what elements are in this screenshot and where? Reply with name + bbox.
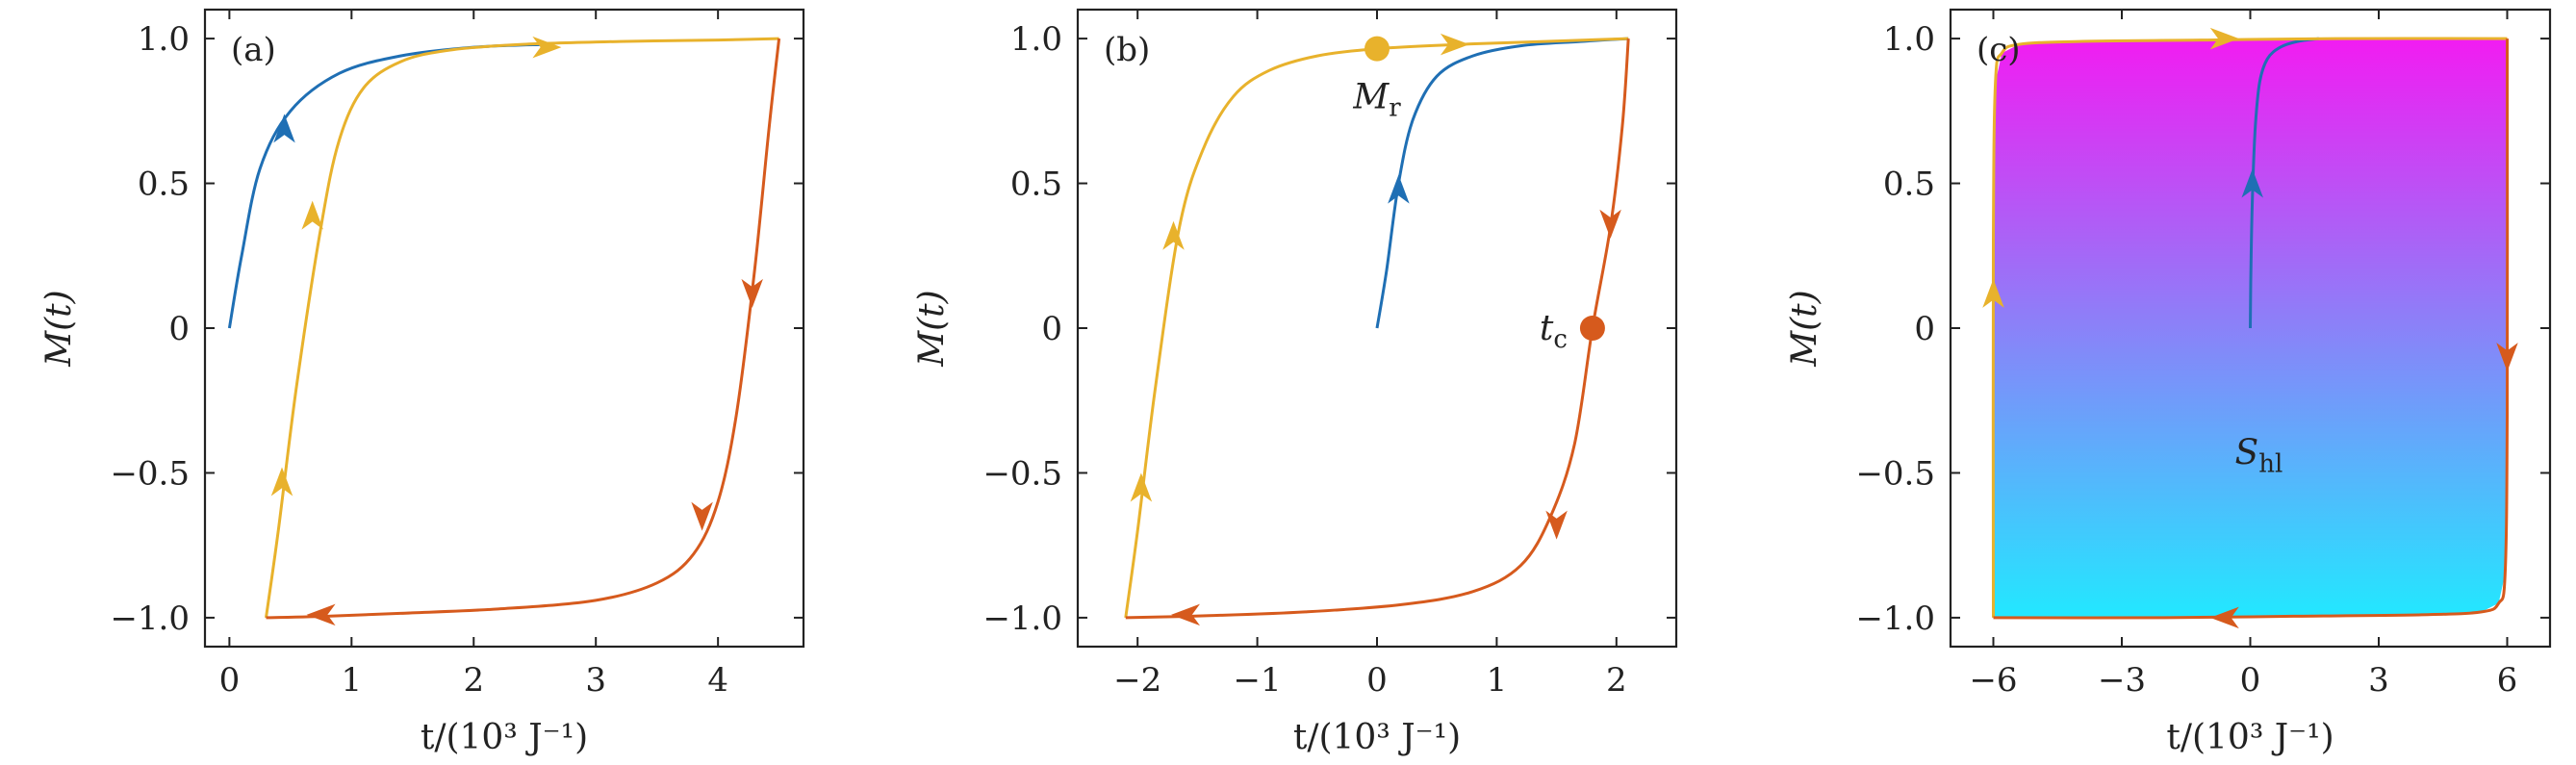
arrow-yellow (1440, 33, 1469, 56)
x-tick-label: 3 (585, 661, 606, 700)
x-tick-label: 1 (1487, 661, 1508, 700)
hysteresis-area-fill (1993, 38, 2508, 618)
curve-orange (1993, 38, 2510, 620)
y-tick-label: −0.5 (1855, 454, 1935, 493)
arrow-orange (1171, 603, 1200, 626)
arrow-yellow (1982, 278, 2004, 308)
curve-yellow (1124, 37, 1629, 619)
x-tick-label: −6 (1969, 661, 2017, 700)
x-tick-label: 6 (2497, 661, 2518, 700)
panel-2: Mr tc −2 −1 0 1 2 1.0 0.5 0 −0.5 −1.0 (b) t/(10³ J⁻¹)… (912, 8, 1678, 757)
panel-tag: (a) (231, 31, 276, 69)
arrow-yellow (301, 200, 323, 230)
marker-label-Mr: Mr (1352, 78, 1401, 123)
curve-blue (2249, 37, 2319, 329)
y-tick-label: −0.5 (110, 454, 190, 493)
x-tick-label: 1 (342, 661, 363, 700)
y-tick-label: 1.0 (138, 20, 190, 59)
arrow-yellow (1130, 472, 1153, 502)
y-tick-label: −0.5 (982, 454, 1062, 493)
x-axis-label: t/(10³ J⁻¹) (1293, 718, 1461, 757)
marker-orange (1579, 316, 1605, 341)
arrow-blue (1388, 174, 1410, 204)
y-axis-label: M(t) (1785, 290, 1824, 367)
x-tick-label: 2 (1606, 661, 1627, 700)
x-tick-label: 0 (219, 661, 241, 700)
arrow-orange (691, 501, 713, 531)
y-axis-label: M(t) (912, 290, 952, 367)
panel-1: 0 1 2 3 4 1.0 0.5 0 −0.5 −1.0 (a) t/(10³ J⁻¹) M(t) (39, 8, 805, 757)
x-tick-label: 4 (707, 661, 728, 700)
arrow-orange (1599, 209, 1621, 239)
marker-yellow (1365, 36, 1390, 62)
arrow-blue (2241, 168, 2263, 198)
x-tick-label: 3 (2368, 661, 2389, 700)
arrow-yellow (2209, 27, 2239, 50)
x-axis-label: t/(10³ J⁻¹) (2166, 718, 2334, 757)
x-axis-label: t/(10³ J⁻¹) (421, 718, 588, 757)
curve-orange (266, 38, 781, 620)
panel-3: Shl−6 −3 0 3 61.00.50−0.5−1.0(c)t/(10³ J⁻¹)M… (1785, 8, 2552, 757)
y-tick-label: 1.0 (1883, 20, 1935, 59)
arrow-orange (741, 278, 763, 308)
arrow-yellow (270, 467, 293, 497)
y-tick-label: 0 (168, 310, 190, 348)
arrow-orange (2209, 606, 2239, 629)
y-tick-label: 0.5 (138, 166, 190, 204)
y-tick-label: −1.0 (982, 599, 1062, 638)
x-tick-label: 0 (2240, 661, 2261, 700)
y-tick-label: 0 (1041, 310, 1062, 348)
marker-label-tc: tc (1540, 309, 1568, 354)
y-tick-label: 0.5 (1010, 166, 1062, 204)
y-tick-label: −1.0 (1855, 599, 1935, 638)
x-tick-label: −2 (1113, 661, 1161, 700)
arrow-yellow (532, 36, 562, 59)
x-tick-label: 2 (463, 661, 484, 700)
arrow-orange (1545, 510, 1568, 540)
curve-orange (1125, 38, 1630, 620)
x-tick-label: −3 (2098, 661, 2146, 700)
curve-yellow (265, 37, 779, 619)
y-axis-label: M(t) (39, 290, 79, 367)
x-tick-label: 0 (1366, 661, 1388, 700)
arrow-orange (306, 603, 336, 626)
arrow-blue (273, 114, 295, 143)
y-tick-label: 1.0 (1010, 20, 1062, 59)
y-tick-label: −1.0 (110, 599, 190, 638)
y-tick-label: 0 (1914, 310, 1935, 348)
curve-blue (227, 42, 548, 329)
arrow-yellow (1162, 220, 1185, 250)
x-tick-label: −1 (1234, 661, 1282, 700)
y-tick-label: 0.5 (1883, 166, 1935, 204)
curve-blue (1375, 37, 1629, 329)
arrow-orange (2496, 343, 2518, 372)
panel-tag: (b) (1104, 31, 1150, 69)
panel-tag: (c) (1977, 31, 2021, 69)
